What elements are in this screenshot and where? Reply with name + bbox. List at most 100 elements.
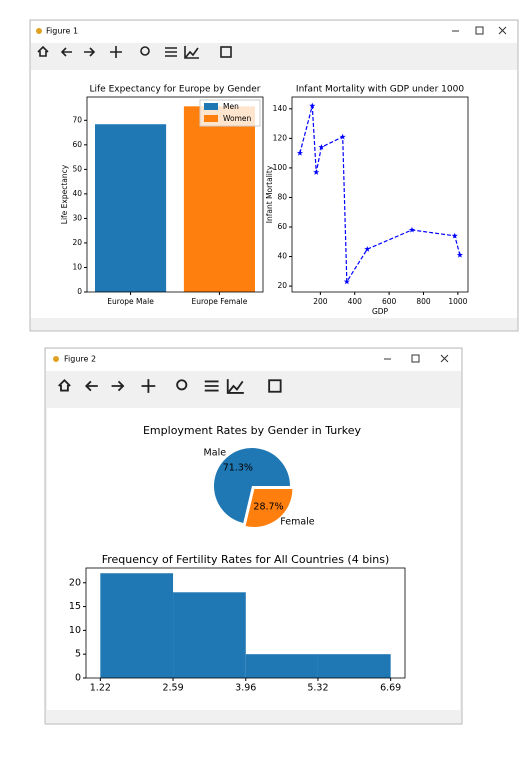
bar	[95, 124, 167, 293]
marker	[408, 226, 416, 233]
x-tick-label: 5.32	[307, 683, 328, 694]
x-tick-label: 800	[416, 297, 431, 306]
chart-title: Employment Rates by Gender in Turkey	[143, 424, 361, 437]
maximize[interactable]	[475, 26, 484, 35]
x-tick-label: 1000	[448, 297, 467, 306]
close[interactable]	[498, 26, 507, 35]
x-tick-label: 6.69	[380, 683, 401, 694]
axes-button[interactable]	[184, 46, 199, 59]
forward-button[interactable]	[84, 47, 96, 57]
title-bar	[31, 21, 517, 43]
chart-title: Frequency of Fertility Rates for All Cou…	[102, 553, 390, 566]
y-tick-label: 60	[277, 222, 287, 231]
close[interactable]	[440, 354, 449, 363]
axes-frame	[85, 567, 406, 679]
marker	[296, 149, 303, 156]
x-tick-label: Europe Female	[191, 297, 247, 306]
marker	[309, 102, 316, 109]
window-controls[interactable]	[452, 26, 507, 35]
axes-frame	[86, 96, 264, 293]
maximize[interactable]	[411, 354, 420, 363]
legend-label: Men	[223, 102, 239, 111]
x-tick-label: 200	[313, 297, 328, 306]
marker	[364, 245, 371, 252]
chart-title: Life Expectancy for Europe by Gender	[90, 85, 261, 95]
y-tick-label: 10	[69, 625, 81, 636]
x-tick-label: 400	[348, 297, 363, 306]
toolbar	[37, 45, 232, 59]
y-tick-label: 80	[277, 192, 287, 201]
back-button[interactable]	[60, 47, 72, 57]
home-button[interactable]	[58, 378, 71, 392]
y-axis-label: Infant Mortality	[265, 165, 274, 223]
y-tick-label: 0	[75, 673, 81, 684]
subplots-button[interactable]	[165, 47, 177, 57]
x-tick-label: 600	[382, 297, 397, 306]
window-controls[interactable]	[384, 354, 449, 363]
forward-button[interactable]	[111, 380, 125, 392]
marker	[451, 232, 458, 239]
y-tick-label: 5	[75, 649, 81, 660]
marker	[318, 144, 325, 150]
y-tick-label: 30	[72, 213, 82, 222]
histogram-bar	[100, 573, 174, 678]
app-icon	[36, 28, 42, 34]
x-tick-label: Europe Male	[107, 297, 154, 306]
y-tick-label: 140	[273, 104, 288, 113]
line	[299, 105, 461, 284]
chart-title: Infant Mortality with GDP under 1000	[296, 85, 464, 95]
legend-label: Women	[223, 114, 251, 123]
window-title: Figure 2	[64, 355, 96, 364]
y-tick-label: 50	[72, 164, 82, 173]
zoom-button[interactable]	[176, 379, 188, 391]
pan-button[interactable]	[141, 379, 156, 393]
marker	[343, 278, 350, 285]
y-tick-label: 40	[277, 252, 287, 261]
x-axis-label: GDP	[372, 307, 389, 316]
marker	[456, 251, 463, 258]
marker	[339, 133, 346, 140]
histogram-bar	[173, 592, 246, 678]
subplots-button[interactable]	[204, 380, 219, 392]
y-tick-label: 20	[72, 238, 82, 247]
axes-frame	[291, 96, 469, 293]
y-tick-label: 10	[72, 262, 82, 271]
y-tick-label: 20	[277, 281, 287, 290]
x-tick-label: 3.96	[235, 683, 256, 694]
x-tick-label: 1.22	[90, 683, 111, 694]
slice-label: Male	[204, 448, 227, 459]
back-button[interactable]	[84, 380, 98, 392]
y-axis-label: Life Expectancy	[60, 164, 69, 224]
x-tick-label: 2.59	[162, 683, 183, 694]
slice-value-label: 71.3%	[223, 463, 253, 474]
title-bar	[46, 349, 461, 371]
pie-slice	[214, 447, 290, 523]
y-tick-label: 120	[273, 133, 288, 142]
home-button[interactable]	[37, 45, 49, 57]
app-icon	[53, 356, 59, 362]
histogram-bar	[245, 654, 318, 678]
y-tick-label: 15	[69, 601, 81, 612]
pie-slice	[245, 488, 293, 527]
y-tick-label: 0	[77, 287, 82, 296]
save-button[interactable]	[268, 379, 282, 393]
y-tick-label: 60	[72, 140, 82, 149]
y-tick-label: 100	[273, 163, 288, 172]
slice-value-label: 28.7%	[253, 501, 283, 512]
y-tick-label: 20	[69, 577, 81, 588]
toolbar	[58, 378, 282, 394]
axes-button[interactable]	[226, 379, 244, 394]
pan-button[interactable]	[110, 46, 122, 58]
y-tick-label: 70	[72, 115, 82, 124]
slice-label: Female	[280, 516, 315, 527]
legend-swatch	[204, 103, 218, 110]
y-tick-label: 40	[72, 189, 82, 198]
histogram-bar	[317, 654, 391, 678]
window-title: Figure 1	[46, 27, 78, 36]
marker	[313, 169, 320, 175]
legend-swatch	[204, 115, 218, 122]
save-button[interactable]	[220, 46, 232, 58]
zoom-button[interactable]	[140, 46, 150, 56]
